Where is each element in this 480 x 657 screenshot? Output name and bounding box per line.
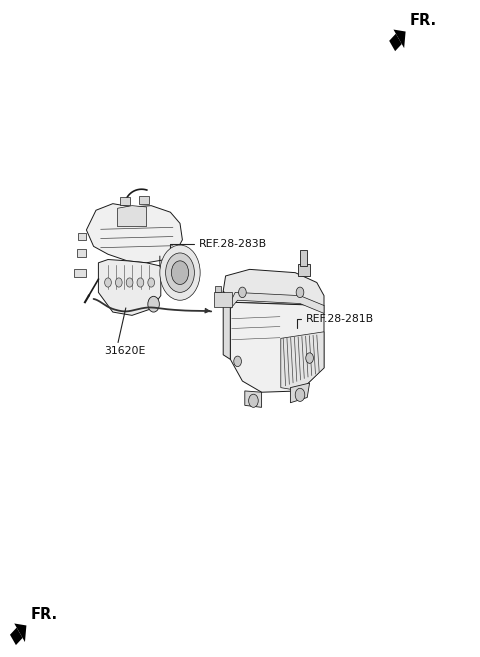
Polygon shape	[10, 627, 23, 645]
Circle shape	[234, 356, 241, 367]
Text: FR.: FR.	[30, 607, 58, 622]
Circle shape	[306, 353, 313, 363]
Polygon shape	[14, 623, 26, 642]
Polygon shape	[245, 391, 262, 407]
Polygon shape	[86, 204, 182, 263]
Bar	[298, 264, 310, 276]
Bar	[120, 197, 130, 205]
Circle shape	[239, 287, 246, 298]
Circle shape	[148, 296, 159, 312]
Polygon shape	[98, 260, 161, 315]
Circle shape	[115, 278, 122, 287]
Text: REF.28-281B: REF.28-281B	[297, 314, 374, 328]
Bar	[74, 269, 86, 277]
Circle shape	[148, 278, 155, 287]
Circle shape	[295, 388, 305, 401]
Circle shape	[126, 278, 133, 287]
Bar	[78, 233, 86, 240]
Circle shape	[105, 278, 111, 287]
Polygon shape	[230, 292, 324, 313]
Bar	[139, 196, 149, 204]
Circle shape	[249, 394, 258, 407]
Circle shape	[137, 278, 144, 287]
Polygon shape	[223, 269, 324, 306]
Bar	[215, 286, 221, 292]
Circle shape	[166, 253, 194, 292]
Polygon shape	[281, 332, 324, 391]
Bar	[77, 249, 86, 257]
Polygon shape	[118, 206, 146, 227]
Polygon shape	[389, 34, 402, 51]
Bar	[214, 292, 232, 307]
Circle shape	[296, 287, 304, 298]
Bar	[300, 250, 307, 266]
Text: REF.28-283B: REF.28-283B	[170, 239, 267, 261]
Circle shape	[160, 245, 200, 300]
Polygon shape	[223, 291, 230, 359]
Text: FR.: FR.	[409, 13, 437, 28]
Circle shape	[171, 261, 189, 284]
Polygon shape	[230, 302, 324, 392]
Polygon shape	[290, 383, 310, 403]
Polygon shape	[394, 30, 406, 48]
Text: 31620E: 31620E	[105, 346, 146, 356]
